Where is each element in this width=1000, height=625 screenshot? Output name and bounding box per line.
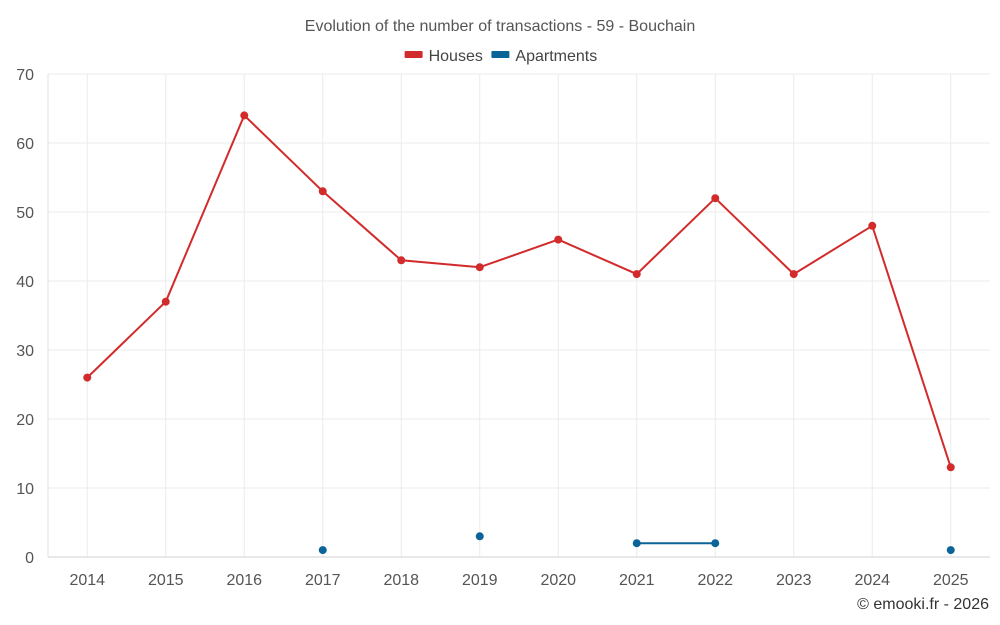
grid	[48, 73, 990, 557]
houses-point-2022[interactable]	[711, 194, 720, 203]
houses-point-2017[interactable]	[318, 187, 327, 196]
x-tick-label: 2024	[854, 572, 890, 589]
x-tick-label: 2016	[226, 572, 262, 589]
y-tick-label: 10	[16, 481, 34, 498]
houses-line	[86, 114, 952, 468]
series-apartments	[318, 532, 955, 555]
houses-point-2021[interactable]	[632, 270, 641, 279]
x-tick-label: 2025	[933, 572, 969, 589]
houses-point-2016[interactable]	[240, 111, 249, 120]
y-tick-label: 70	[16, 67, 34, 84]
y-tick-label: 20	[16, 412, 34, 429]
houses-point-2025[interactable]	[946, 463, 955, 472]
apartments-point-2022[interactable]	[711, 539, 720, 548]
x-tick-label: 2018	[383, 572, 419, 589]
houses-point-2018[interactable]	[397, 256, 406, 265]
houses-point-2015[interactable]	[161, 297, 170, 306]
houses-point-2020[interactable]	[554, 235, 563, 244]
legend-item-apartments[interactable]: Apartments	[491, 48, 597, 65]
houses-point-2024[interactable]	[868, 221, 877, 230]
houses-point-2019[interactable]	[475, 263, 484, 272]
y-tick-label: 60	[16, 136, 34, 153]
y-tick-label: 40	[16, 274, 34, 291]
legend-label-houses: Houses	[429, 48, 483, 65]
apartments-point-2019[interactable]	[475, 532, 484, 541]
x-tick-label: 2017	[305, 572, 341, 589]
apartments-point-2021[interactable]	[632, 539, 641, 548]
apartments-point-2025[interactable]	[946, 546, 955, 555]
x-tick-label: 2020	[540, 572, 576, 589]
series-houses	[83, 111, 955, 472]
x-tick-label: 2023	[776, 572, 812, 589]
legend: Houses Apartments	[404, 48, 597, 65]
axes: 0 10 20 30 40 50 60 70 2014 2015 2016 2017 2018 2019 2…	[16, 67, 990, 589]
chart-title: Evolution of the number of transactions …	[305, 18, 695, 35]
legend-item-houses[interactable]: Houses	[404, 48, 483, 65]
y-tick-label: 50	[16, 205, 34, 222]
y-tick-label: 0	[25, 550, 34, 567]
legend-label-apartments: Apartments	[515, 48, 597, 65]
credit-text: © emooki.fr - 2026	[857, 596, 989, 613]
x-tick-label: 2021	[619, 572, 655, 589]
x-tick-label: 2019	[462, 572, 498, 589]
legend-swatch-apartments	[491, 51, 510, 58]
legend-swatch-houses	[404, 51, 423, 58]
houses-point-2014[interactable]	[83, 373, 92, 382]
series-layer	[83, 111, 955, 555]
x-tick-label: 2014	[69, 572, 105, 589]
x-tick-label: 2022	[697, 572, 733, 589]
houses-point-2023[interactable]	[789, 270, 798, 279]
y-tick-label: 30	[16, 343, 34, 360]
apartments-point-2017[interactable]	[318, 546, 327, 555]
x-tick-label: 2015	[148, 572, 184, 589]
